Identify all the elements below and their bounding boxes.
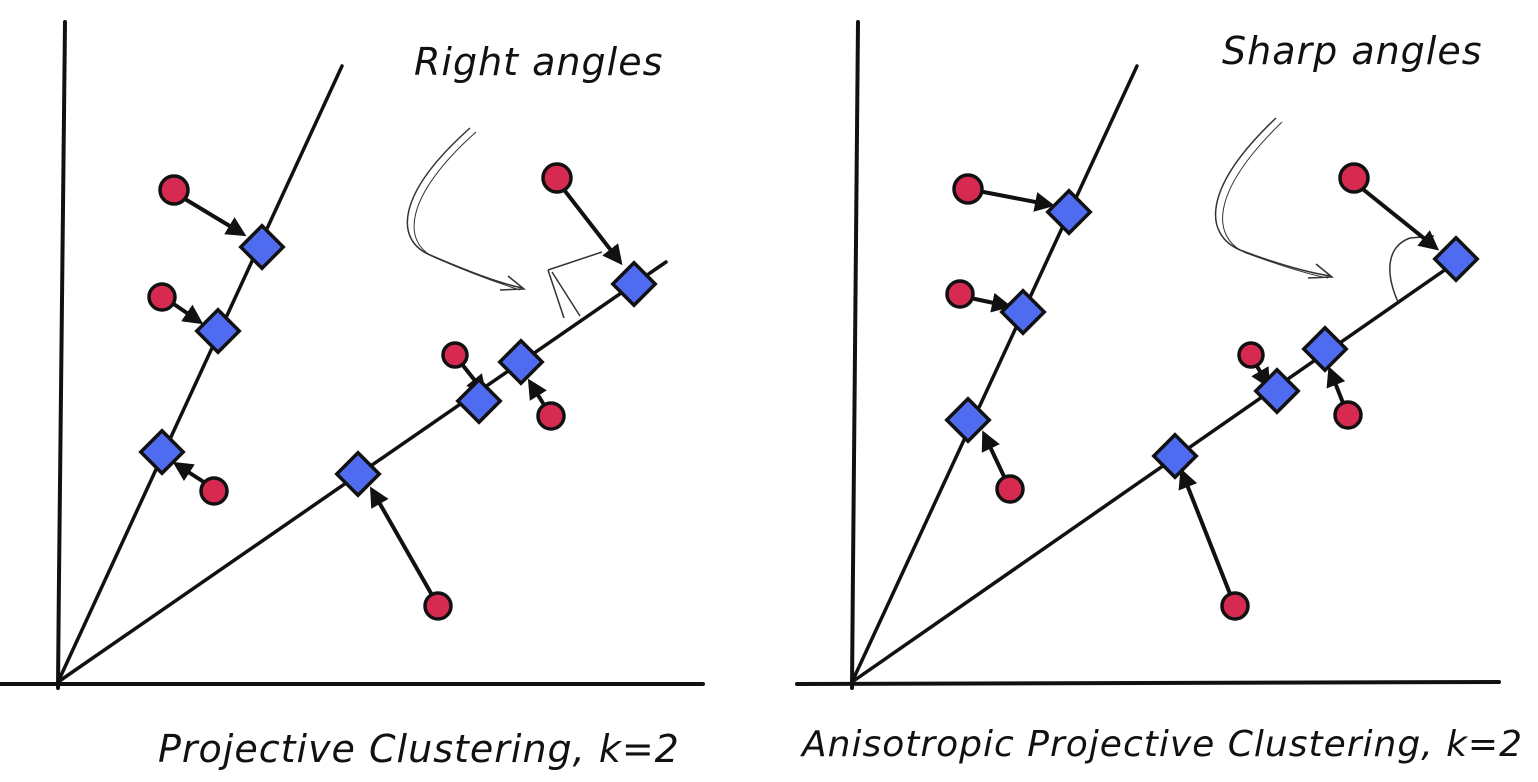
left-annotation-curve-arrow-second-stroke [414, 132, 520, 290]
right-data-point [1335, 402, 1361, 428]
right-x-axis [797, 682, 1499, 684]
left-data-point [538, 403, 564, 429]
left-projected-point [500, 341, 542, 383]
right-data-point [1239, 343, 1263, 367]
right-projection-arrow [1182, 472, 1234, 604]
right-annotation-label: Sharp angles [1222, 29, 1483, 73]
right-panel-caption: Anisotropic Projective Clustering, k=2 [800, 724, 1523, 765]
right-projected-point [1154, 435, 1196, 477]
right-annotation-curve-arrow-second-stroke [1223, 122, 1328, 278]
left-right-angle-marker [548, 252, 602, 318]
right-data-point [954, 175, 982, 203]
left-y-axis [58, 22, 65, 688]
left-annotation-label: Right angles [414, 40, 663, 84]
right-data-point [997, 476, 1023, 502]
right-subspace-line-2 [852, 258, 1462, 682]
left-data-point [425, 593, 451, 619]
right-data-point [1222, 593, 1248, 619]
right-panel: Sharp angles Anisotropic Projective Clus… [797, 22, 1523, 765]
left-projected-point [613, 263, 655, 305]
right-annotation-curve-arrow [1216, 118, 1330, 276]
left-data-point [201, 478, 227, 504]
left-panel-caption: Projective Clustering, k=2 [158, 727, 680, 771]
right-projected-point [1048, 191, 1090, 233]
left-data-point [443, 343, 467, 367]
left-data-point [543, 164, 571, 192]
right-data-point [1340, 164, 1368, 192]
left-projected-point [458, 380, 500, 422]
left-subspace-line-1 [58, 66, 342, 682]
right-projected-point [1002, 291, 1044, 333]
right-data-point [947, 281, 973, 307]
left-projection-arrow [558, 182, 620, 262]
left-data-point [149, 284, 175, 310]
left-annotation-curve-arrow [407, 128, 522, 288]
left-panel: Right angles Projective Clustering, k=2 [0, 22, 703, 771]
right-projection-arrow [1354, 182, 1436, 248]
right-y-axis [852, 22, 858, 688]
left-projected-point [197, 310, 239, 352]
left-projection-arrow [372, 490, 436, 602]
left-projected-point [241, 226, 283, 268]
left-data-point [160, 176, 188, 204]
left-projected-point [337, 453, 379, 495]
right-subspace-line-1 [852, 66, 1137, 682]
